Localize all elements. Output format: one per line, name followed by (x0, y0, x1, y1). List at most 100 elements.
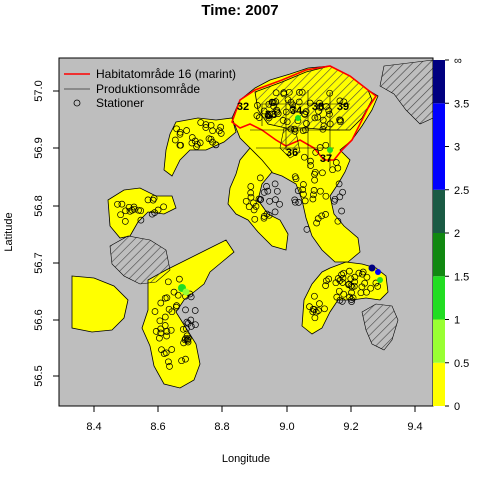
station-marker (170, 288, 178, 296)
station-marker (182, 306, 189, 314)
station-marker (363, 288, 370, 296)
station-marker (339, 274, 347, 282)
station-marker (209, 138, 216, 146)
zone-label-34: 34 (290, 105, 303, 117)
colorbar-label: ∞ (454, 55, 462, 67)
station-marker (299, 186, 307, 193)
station-marker (315, 307, 322, 314)
station-marker (272, 98, 280, 105)
colorbar-label: 3.5 (454, 98, 469, 110)
station-marker (177, 141, 185, 149)
station-marker (326, 120, 334, 128)
station-marker (359, 270, 366, 278)
station-marker (118, 200, 126, 208)
map-title: Time: 2007 (201, 2, 278, 19)
station-marker (165, 305, 173, 313)
station-marker (176, 128, 184, 136)
station-marker (319, 169, 326, 177)
colorbar-label: 0.5 (454, 358, 469, 370)
station-marker (184, 334, 192, 342)
station-marker (271, 180, 279, 188)
station-marker (253, 112, 261, 119)
y-tick-label: 56.6 (33, 309, 45, 330)
station-marker (176, 275, 183, 283)
station-marker (256, 174, 264, 182)
station-marker (310, 187, 318, 194)
station-marker (338, 207, 345, 215)
x-tick-label: 8.8 (214, 421, 229, 433)
station-marker (347, 275, 355, 283)
legend-station-label: Stationer (96, 96, 144, 110)
station-marker (276, 200, 283, 208)
station-marker (168, 346, 176, 353)
station-marker (300, 181, 307, 188)
legend-production-label: Produktionsområde (96, 82, 200, 96)
station-marker (367, 284, 375, 292)
colorbar-bin (433, 319, 445, 363)
station-marker (205, 135, 213, 143)
station-marker (154, 206, 162, 214)
station-marker (250, 206, 258, 214)
station-marker (161, 294, 169, 302)
station-marker (282, 108, 290, 116)
station-marker (274, 110, 282, 117)
station-marker (319, 125, 327, 133)
station-marker (183, 318, 191, 326)
zone-label-32: 32 (237, 101, 249, 113)
zone-label-33: 33 (265, 109, 277, 121)
station-marker (340, 269, 347, 277)
station-marker (300, 190, 307, 198)
habitat-zone-grid (250, 90, 350, 168)
station-marker (192, 321, 199, 329)
station-marker (322, 103, 330, 110)
zone-label-38: 38 (312, 101, 324, 113)
station-marker (171, 136, 179, 144)
station-marker (317, 187, 324, 195)
station-marker (161, 313, 169, 321)
station-marker (121, 218, 129, 225)
station-marker (162, 349, 170, 357)
station-marker (217, 130, 225, 137)
station-marker (340, 98, 348, 106)
station-marker (303, 226, 311, 233)
station-marker (338, 271, 345, 278)
station-marker (314, 215, 322, 222)
station-marker (285, 88, 293, 96)
station-marker (151, 308, 159, 315)
station-marker (325, 275, 333, 283)
station-marker (196, 139, 204, 147)
station-marker (347, 282, 355, 290)
station-marker (164, 278, 172, 286)
station-marker (322, 282, 329, 289)
station-marker (340, 290, 348, 298)
station-marker (272, 89, 280, 97)
station-marker (166, 363, 173, 370)
station-marker (209, 127, 216, 135)
station-marker (333, 293, 341, 301)
station-marker (361, 279, 369, 287)
station-marker (156, 334, 163, 342)
station-marker (157, 329, 165, 337)
legend-station-circle (73, 99, 81, 107)
station-marker (163, 332, 170, 340)
station-marker (322, 141, 330, 149)
station-marker (294, 187, 302, 194)
station-marker (310, 306, 318, 313)
station-marker (144, 196, 152, 204)
station-marker (266, 197, 273, 205)
station-marker (313, 219, 320, 227)
station-marker (130, 203, 138, 211)
station-marker (250, 199, 257, 207)
x-tick-label: 8.4 (86, 421, 101, 433)
colorbar-label: 2.5 (454, 185, 469, 197)
station-marker (326, 89, 334, 97)
colorbar-label: 3 (454, 142, 460, 154)
station-marker (183, 127, 190, 134)
station-marker (311, 114, 319, 122)
station-marker (320, 122, 328, 130)
station-marker (148, 210, 156, 218)
x-tick-label: 9.0 (279, 421, 294, 433)
station-markers (114, 88, 382, 370)
station-marker (311, 314, 319, 322)
